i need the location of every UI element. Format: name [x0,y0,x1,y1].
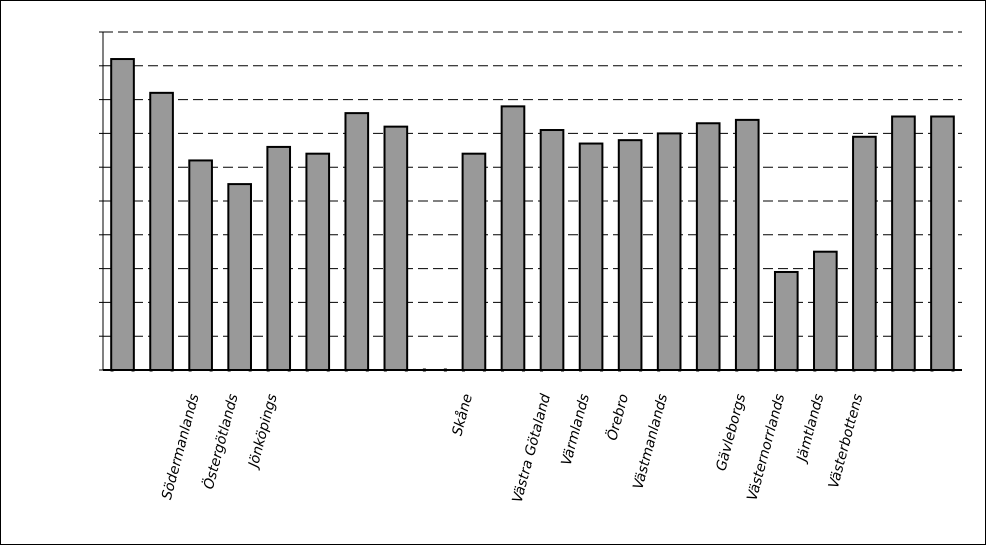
x-tick-label: Värmlands [559,391,593,469]
bar [227,183,252,371]
bar [539,129,565,371]
bar [773,270,799,372]
x-tick-label: Östergötlands [199,390,241,493]
x-tick-label: Västmanlands [631,391,671,493]
bar [656,132,682,371]
x-tick-label: Västra Götaland [510,391,554,506]
bar [930,115,955,371]
x-tick-label: Jämtlands [794,391,827,466]
bar [383,125,409,371]
bar [344,112,370,372]
bar [305,152,331,371]
x-tick-label: Jönköpings [246,391,280,472]
x-tick-label: Västernorrlands [745,391,788,504]
bar [110,58,135,371]
x-tick-label: Örebro [603,390,632,444]
bar [149,91,174,371]
bar [500,105,526,372]
bar [891,115,916,371]
bar [578,142,604,371]
x-tick-label: Gävleborgs [714,391,749,474]
bar [266,145,292,371]
bar [188,159,213,371]
bar [734,118,760,371]
x-tick-label: Skåne [449,390,476,439]
bar [695,122,721,372]
bar [852,135,877,371]
bar [813,250,838,371]
bar [461,152,487,371]
x-tick-label: Södermanlands [159,391,202,503]
bar [617,139,643,371]
x-tick-label: Västerbottens [826,391,866,492]
